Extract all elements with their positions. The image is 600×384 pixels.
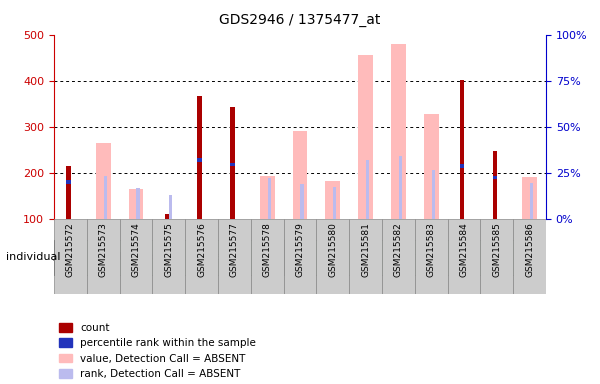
Bar <box>391 44 406 219</box>
Bar <box>230 107 235 219</box>
Bar <box>293 131 307 219</box>
Bar <box>431 170 435 219</box>
Bar <box>66 166 71 219</box>
Text: GSM215573: GSM215573 <box>98 223 108 278</box>
Bar <box>66 180 71 184</box>
Text: GSM215576: GSM215576 <box>197 223 206 278</box>
Text: GSM215585: GSM215585 <box>492 223 502 278</box>
Bar <box>493 151 497 219</box>
Bar <box>301 184 304 219</box>
Text: GSM215583: GSM215583 <box>427 223 436 278</box>
Bar <box>136 187 140 219</box>
Text: GSM215584: GSM215584 <box>460 223 469 277</box>
Bar <box>128 189 143 219</box>
Bar <box>230 163 235 166</box>
Bar <box>197 96 202 219</box>
FancyBboxPatch shape <box>218 219 251 294</box>
Bar <box>333 187 337 219</box>
FancyBboxPatch shape <box>87 219 119 294</box>
FancyBboxPatch shape <box>54 219 87 294</box>
Text: GSM215572: GSM215572 <box>66 223 75 277</box>
Text: GSM215577: GSM215577 <box>230 223 239 278</box>
Text: individual: individual <box>6 252 61 262</box>
FancyBboxPatch shape <box>54 240 284 275</box>
Bar <box>460 164 464 168</box>
FancyBboxPatch shape <box>415 219 448 294</box>
FancyBboxPatch shape <box>513 219 546 294</box>
Text: diet-induced obese: diet-induced obese <box>115 252 222 262</box>
Bar <box>522 177 537 219</box>
FancyBboxPatch shape <box>349 219 382 294</box>
Text: GSM215575: GSM215575 <box>164 223 173 278</box>
FancyBboxPatch shape <box>382 219 415 294</box>
Text: GSM215582: GSM215582 <box>394 223 403 277</box>
FancyBboxPatch shape <box>284 219 316 294</box>
FancyBboxPatch shape <box>284 240 546 275</box>
FancyBboxPatch shape <box>251 219 284 294</box>
Bar <box>96 143 110 219</box>
Bar <box>424 114 439 219</box>
FancyBboxPatch shape <box>152 219 185 294</box>
Text: GSM215580: GSM215580 <box>328 223 337 278</box>
FancyBboxPatch shape <box>448 219 481 294</box>
Text: GSM215586: GSM215586 <box>525 223 534 278</box>
Bar <box>260 176 275 219</box>
Text: GDS2946 / 1375477_at: GDS2946 / 1375477_at <box>220 13 380 27</box>
Bar <box>530 183 533 219</box>
Bar <box>164 214 169 219</box>
Bar <box>358 55 373 219</box>
Bar <box>197 158 202 162</box>
FancyBboxPatch shape <box>185 219 218 294</box>
Bar <box>493 175 497 179</box>
Bar <box>169 195 172 219</box>
Bar <box>366 160 369 219</box>
Bar <box>268 178 271 219</box>
Text: GSM215581: GSM215581 <box>361 223 370 278</box>
Text: control: control <box>395 252 434 262</box>
Bar <box>325 180 340 219</box>
Bar <box>104 177 107 219</box>
Text: GSM215578: GSM215578 <box>263 223 272 278</box>
Text: GSM215574: GSM215574 <box>131 223 140 277</box>
Text: GSM215579: GSM215579 <box>296 223 305 278</box>
FancyBboxPatch shape <box>316 219 349 294</box>
FancyBboxPatch shape <box>119 219 152 294</box>
Bar <box>460 80 464 219</box>
FancyBboxPatch shape <box>481 219 513 294</box>
Bar <box>399 156 402 219</box>
Legend: count, percentile rank within the sample, value, Detection Call = ABSENT, rank, : count, percentile rank within the sample… <box>59 323 256 379</box>
